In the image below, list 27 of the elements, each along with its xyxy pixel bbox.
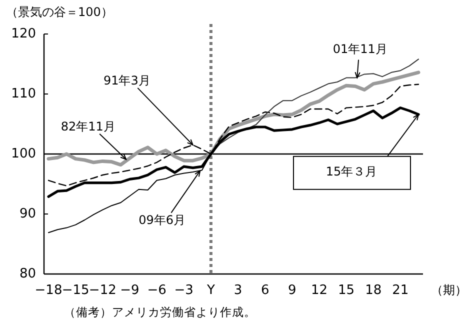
x-tick-label: −6 — [147, 283, 166, 298]
x-tick-label: Y — [206, 283, 215, 298]
y-tick-label: 80 — [19, 266, 36, 282]
x-tick-label: −18 — [34, 283, 62, 298]
x-tick-label: 18 — [365, 283, 382, 298]
y-tick-label: 90 — [19, 206, 36, 222]
x-tick-label: −3 — [174, 283, 194, 298]
annotation: 15年３月 — [326, 164, 378, 179]
x-tick-label: 15 — [338, 283, 355, 298]
x-tick-label: 3 — [234, 283, 242, 298]
annotation: 09年6月 — [138, 213, 186, 228]
x-tick-label: −15 — [62, 283, 90, 298]
annotation: 91年3月 — [103, 73, 150, 88]
x-tick-label: 6 — [260, 283, 270, 298]
x-tick-label: −12 — [88, 283, 116, 298]
y-tick-label: 110 — [11, 86, 36, 102]
y-axis-title: （景気の谷＝100） — [6, 5, 113, 19]
x-tick-label: −9 — [120, 283, 140, 298]
x-tick-label: 12 — [310, 283, 328, 298]
annotation: 01年11月 — [332, 42, 388, 56]
y-tick-label: 100 — [11, 146, 36, 162]
x-axis-title: （期） — [431, 283, 460, 297]
y-tick-label: 120 — [11, 26, 36, 42]
text: （備考）アメリカ労働省より作成。 — [64, 305, 256, 319]
x-tick-label: 21 — [392, 283, 409, 298]
x-tick-label: 9 — [288, 283, 296, 298]
annotation: 82年11月 — [60, 120, 116, 134]
